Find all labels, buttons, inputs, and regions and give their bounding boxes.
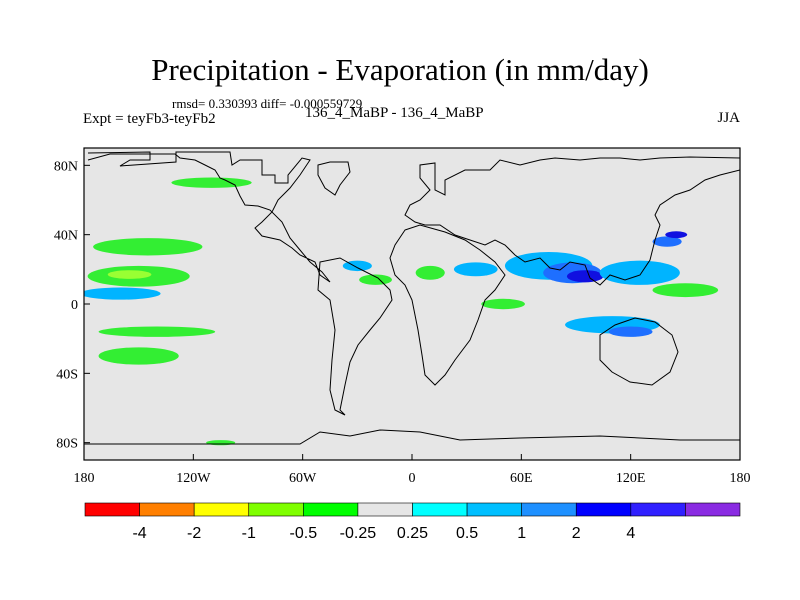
anomaly-patch xyxy=(453,262,498,277)
coastline-africa xyxy=(389,224,506,386)
colorbar-label: 4 xyxy=(626,525,635,542)
lat-tick-label: 80N xyxy=(54,159,78,174)
anomaly-patch xyxy=(652,283,719,298)
anomaly-patch xyxy=(665,231,688,239)
lat-tick-label: 40N xyxy=(54,229,78,244)
coastline-layer xyxy=(84,151,740,445)
plot-title: Precipitation - Evaporation (in mm/day) xyxy=(151,52,649,87)
lat-tick-label: 0 xyxy=(71,298,78,313)
lon-tick-label: 180 xyxy=(730,471,751,486)
colorbar-swatch xyxy=(139,502,195,517)
anomaly-patch xyxy=(98,326,216,337)
coastline-greenland xyxy=(317,161,351,196)
anomaly-patch xyxy=(107,270,152,279)
lon-tick-label: 180 xyxy=(74,471,95,486)
colorbar-swatch xyxy=(466,502,522,517)
season-label: JJA xyxy=(717,110,740,126)
colorbar-swatch xyxy=(193,502,250,517)
colorbar: -4 -2 -1 -0.5 -0.25 0.25 0.5 1 2 4 xyxy=(84,502,741,542)
coastline-north-america xyxy=(87,151,331,283)
stats-text: rmsd= 0.330393 diff= -0.000559729 xyxy=(172,96,363,111)
experiment-label: Expt = teyFb3-teyFb2 xyxy=(83,111,216,127)
anomaly-patch xyxy=(599,260,680,285)
anomaly-patch xyxy=(481,298,525,310)
colorbar-swatch xyxy=(685,502,741,517)
anomaly-patch xyxy=(171,177,252,188)
anomaly-patch xyxy=(566,270,604,283)
lon-tick-label: 0 xyxy=(409,471,416,486)
colorbar-label: -0.25 xyxy=(340,525,377,542)
coastline-eurasia xyxy=(404,156,740,286)
coastline-south-america xyxy=(317,257,393,416)
lat-tick-label: 40S xyxy=(56,367,78,382)
map-background xyxy=(84,148,740,460)
lon-tick-label: 60W xyxy=(289,471,317,486)
anomaly-layer xyxy=(84,177,719,446)
colorbar-label: -0.5 xyxy=(290,525,318,542)
lon-tick-label: 120E xyxy=(616,471,646,486)
coastline-antarctica xyxy=(84,429,740,445)
lon-tick-label: 120W xyxy=(176,471,211,486)
anomaly-patch xyxy=(84,287,161,300)
colorbar-label: -4 xyxy=(132,525,146,542)
colorbar-swatch xyxy=(248,502,304,517)
map-axes: 180 120W 60W 0 60E 120E 180 80N 40N 0 40S 80S xyxy=(54,159,751,486)
anomaly-patch xyxy=(98,347,179,365)
colorbar-swatch xyxy=(303,502,359,517)
colorbar-label: 1 xyxy=(517,525,526,542)
anomaly-patch xyxy=(652,236,682,247)
period-label: 136_4_MaBP - 136_4_MaBP xyxy=(305,105,484,121)
anomaly-patch xyxy=(359,274,392,285)
lat-tick-label: 80S xyxy=(56,437,78,452)
lon-tick-label: 60E xyxy=(510,471,533,486)
colorbar-label: 2 xyxy=(572,525,581,542)
coastline-australia xyxy=(599,317,679,386)
colorbar-label: 0.5 xyxy=(456,525,478,542)
colorbar-label: -1 xyxy=(242,525,256,542)
colorbar-label: -2 xyxy=(187,525,201,542)
anomaly-patch xyxy=(415,265,445,280)
anomaly-patch xyxy=(608,326,653,337)
colorbar-swatch xyxy=(84,502,140,517)
anomaly-patch xyxy=(93,238,203,256)
colorbar-swatch xyxy=(575,502,632,517)
colorbar-swatch xyxy=(412,502,468,517)
colorbar-label: 0.25 xyxy=(397,525,428,542)
colorbar-swatch xyxy=(357,502,413,517)
colorbar-swatch xyxy=(521,502,577,517)
colorbar-swatch xyxy=(630,502,686,517)
